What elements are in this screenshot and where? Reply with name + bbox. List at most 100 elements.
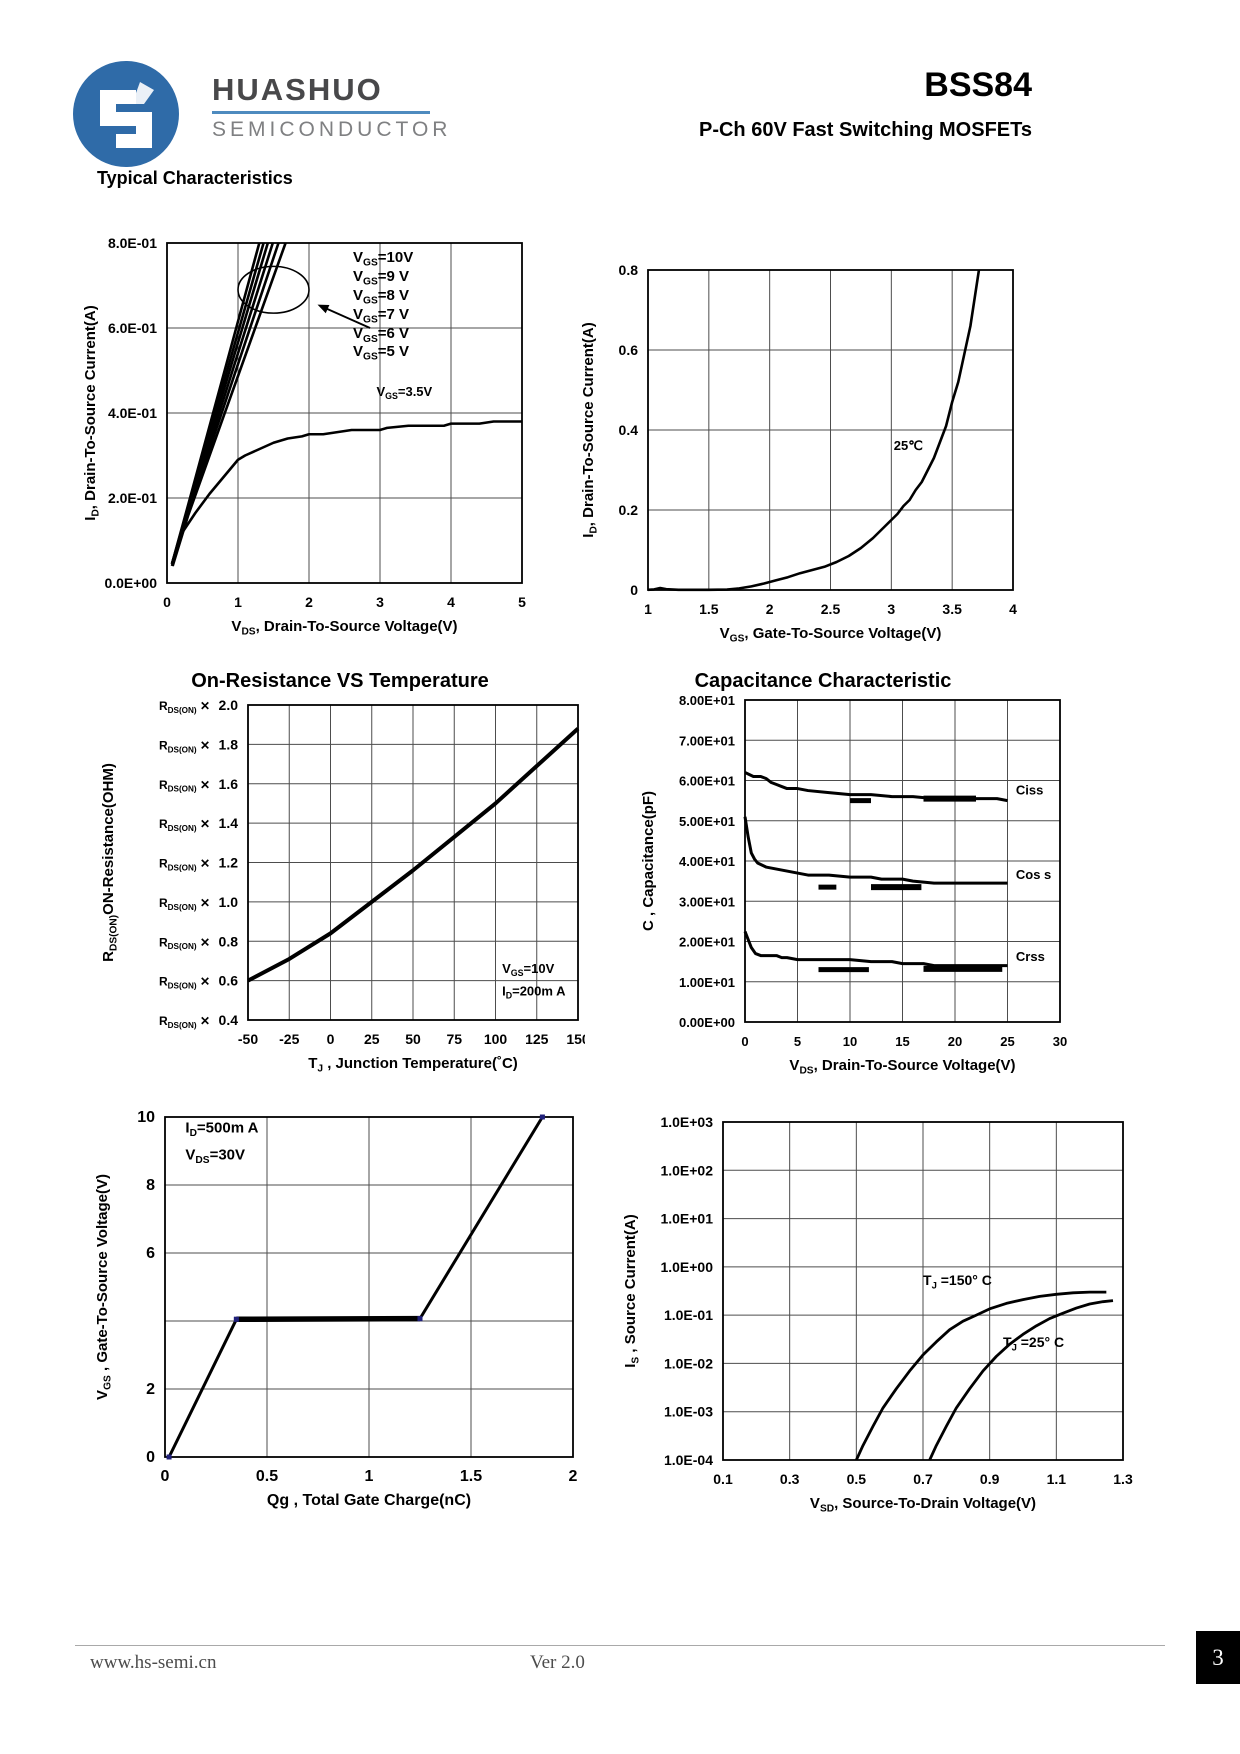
- svg-text:VDS, Drain-To-Source Voltage(V: VDS, Drain-To-Source Voltage(V): [789, 1057, 1015, 1075]
- svg-text:3.5: 3.5: [942, 601, 962, 617]
- svg-text:0.7: 0.7: [913, 1471, 933, 1487]
- svg-text:0.6: 0.6: [619, 342, 639, 358]
- svg-text:RDS(ON) ✕: RDS(ON) ✕: [159, 857, 210, 873]
- svg-text:1: 1: [234, 594, 242, 610]
- svg-text:8: 8: [146, 1177, 155, 1194]
- brand-block: HUASHUO SEMICONDUCTOR: [212, 72, 472, 142]
- svg-text:1.3: 1.3: [1113, 1471, 1133, 1487]
- svg-text:0.5: 0.5: [847, 1471, 867, 1487]
- svg-text:VSD, Source-To-Drain Voltage(V: VSD, Source-To-Drain Voltage(V): [810, 1495, 1036, 1515]
- svg-text:0.1: 0.1: [713, 1471, 733, 1487]
- chart-body-diode: 0.1 0.3 0.5 0.7 0.9 1.1 1.3 1.0E+03 1.0E+02 1.0E+…: [622, 1114, 1133, 1515]
- svg-text:VGS=10V: VGS=10V: [502, 961, 554, 978]
- svg-text:2.0E-01: 2.0E-01: [108, 490, 157, 506]
- svg-text:0.3: 0.3: [780, 1471, 800, 1487]
- svg-text:1.0E-04: 1.0E-04: [664, 1452, 713, 1468]
- svg-text:0.2: 0.2: [619, 502, 639, 518]
- svg-text:-25: -25: [279, 1031, 299, 1047]
- part-number: BSS84: [924, 66, 1032, 104]
- svg-text:0: 0: [146, 1449, 155, 1466]
- svg-text:5.00E+01: 5.00E+01: [679, 814, 735, 829]
- svg-text:2.0: 2.0: [219, 697, 239, 713]
- svg-text:RDS(ON) ✕: RDS(ON) ✕: [159, 699, 210, 715]
- page-number-badge: 3: [1196, 1631, 1240, 1684]
- svg-text:1.0E+02: 1.0E+02: [660, 1162, 713, 1178]
- svg-text:On-Resistance VS Temperature: On-Resistance VS Temperature: [191, 670, 489, 692]
- svg-text:VGS , Gate-To-Source Voltage(V: VGS , Gate-To-Source Voltage(V): [94, 1174, 114, 1400]
- svg-text:VDS, Drain-To-Source Voltage(V: VDS, Drain-To-Source Voltage(V): [231, 618, 457, 638]
- svg-text:0: 0: [161, 1468, 170, 1485]
- svg-text:1.0: 1.0: [219, 894, 239, 910]
- svg-text:6.00E+01: 6.00E+01: [679, 774, 735, 789]
- svg-text:1.00E+01: 1.00E+01: [679, 975, 735, 990]
- svg-text:RDS(ON) ✕: RDS(ON) ✕: [159, 778, 210, 794]
- svg-text:1: 1: [644, 601, 652, 617]
- svg-text:0: 0: [741, 1034, 748, 1049]
- svg-text:0.0E+00: 0.0E+00: [104, 575, 157, 591]
- chart-gate-charge: 0 0.5 1 1.5 2 0 2 6 8 10 Qg , Total Gate Charge(nC…: [94, 1109, 578, 1509]
- svg-text:1: 1: [365, 1468, 374, 1485]
- svg-text:150: 150: [566, 1031, 585, 1047]
- svg-text:10: 10: [137, 1109, 155, 1126]
- svg-text:ID, Drain-To-Source Current(A): ID, Drain-To-Source Current(A): [580, 322, 600, 537]
- svg-text:8.00E+01: 8.00E+01: [679, 693, 735, 708]
- svg-text:ID, Drain-To-Source Current(A): ID, Drain-To-Source Current(A): [82, 305, 102, 520]
- svg-text:25: 25: [1000, 1034, 1014, 1049]
- svg-text:IS , Source Current(A): IS , Source Current(A): [622, 1214, 642, 1367]
- svg-text:TJ =25° C: TJ =25° C: [1003, 1334, 1064, 1353]
- footer-divider: [75, 1645, 1165, 1646]
- svg-text:VGS=9 V: VGS=9 V: [353, 268, 409, 288]
- svg-text:VGS=7 V: VGS=7 V: [353, 306, 409, 326]
- chart-capacitance-characteristic: 0 5 10 15 20 25 30 0.00E+00 1.00E+01 2.00E+01 3.00…: [640, 670, 1067, 1075]
- svg-text:0.5: 0.5: [256, 1468, 278, 1485]
- svg-text:8.0E-01: 8.0E-01: [108, 235, 157, 251]
- svg-text:125: 125: [525, 1031, 549, 1047]
- svg-text:VGS=3.5V: VGS=3.5V: [376, 384, 432, 401]
- svg-text:RDS(ON) ✕: RDS(ON) ✕: [159, 817, 210, 833]
- svg-text:3: 3: [376, 594, 384, 610]
- svg-text:VGS=5 V: VGS=5 V: [353, 343, 409, 363]
- chart-transfer-characteristic: 1 1.5 2 2.5 3 3.5 4 0 0.2 0.4 0.6 0.8 VGS, Gate-To-S…: [580, 262, 1017, 645]
- svg-text:25℃: 25℃: [894, 438, 923, 453]
- svg-text:0.4: 0.4: [219, 1012, 239, 1028]
- svg-text:6: 6: [146, 1245, 155, 1262]
- svg-text:RDS(ON) ✕: RDS(ON) ✕: [159, 738, 210, 754]
- svg-text:4.0E-01: 4.0E-01: [108, 405, 157, 421]
- svg-text:30: 30: [1053, 1034, 1067, 1049]
- svg-text:Cos s: Cos s: [1016, 867, 1051, 882]
- page-section-title: Typical Characteristics: [97, 168, 293, 188]
- svg-text:2.5: 2.5: [821, 601, 841, 617]
- svg-text:1.0E+00: 1.0E+00: [660, 1259, 713, 1275]
- svg-text:2: 2: [305, 594, 313, 610]
- svg-text:-50: -50: [238, 1031, 258, 1047]
- svg-text:0.9: 0.9: [980, 1471, 1000, 1487]
- svg-text:C , Capacitance(pF): C , Capacitance(pF): [640, 791, 657, 931]
- svg-text:2: 2: [766, 601, 774, 617]
- chart-on-resistance-vs-temperature: -50 -25 0 25 50 75 100 125 150 0.4 RDS(ON) ✕ 0.6 RDS…: [100, 670, 585, 1075]
- svg-text:TJ =150° C: TJ =150° C: [923, 1272, 992, 1291]
- svg-text:0: 0: [163, 594, 171, 610]
- svg-text:0.00E+00: 0.00E+00: [679, 1015, 735, 1030]
- svg-text:75: 75: [446, 1031, 462, 1047]
- svg-text:VGS=6 V: VGS=6 V: [353, 325, 409, 345]
- svg-text:Ciss: Ciss: [1016, 783, 1043, 798]
- svg-text:RDS(ON) ✕: RDS(ON) ✕: [159, 1014, 210, 1030]
- svg-text:VGS=10V: VGS=10V: [353, 249, 413, 269]
- svg-text:5: 5: [794, 1034, 801, 1049]
- part-block: BSS84 P-Ch 60V Fast Switching MOSFETs: [600, 66, 1032, 142]
- svg-text:Capacitance Characteristic: Capacitance Characteristic: [695, 670, 952, 692]
- svg-text:0.8: 0.8: [219, 933, 239, 949]
- svg-text:VGS=8 V: VGS=8 V: [353, 287, 409, 307]
- svg-text:1.0E-01: 1.0E-01: [664, 1307, 713, 1323]
- svg-text:7.00E+01: 7.00E+01: [679, 733, 735, 748]
- svg-text:2.00E+01: 2.00E+01: [679, 935, 735, 950]
- svg-text:0: 0: [327, 1031, 335, 1047]
- svg-text:4.00E+01: 4.00E+01: [679, 854, 735, 869]
- brand-subtitle: SEMICONDUCTOR: [212, 118, 452, 141]
- svg-text:RDS(ON)ON-Resistance(OHM): RDS(ON)ON-Resistance(OHM): [100, 763, 120, 962]
- svg-text:1.2: 1.2: [219, 855, 239, 871]
- brand-underline: [212, 111, 430, 114]
- svg-text:RDS(ON) ✕: RDS(ON) ✕: [159, 896, 210, 912]
- svg-text:50: 50: [405, 1031, 421, 1047]
